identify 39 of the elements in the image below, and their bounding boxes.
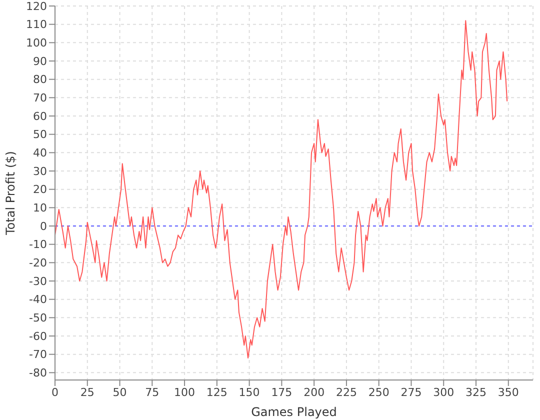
x-tick-label: 325	[466, 386, 487, 399]
y-tick-label: 10	[33, 202, 47, 215]
y-tick-label: 50	[33, 128, 47, 142]
x-tick-label: 350	[498, 386, 519, 399]
x-tick-label: 0	[52, 386, 58, 399]
y-tick-label: -60	[29, 330, 47, 343]
y-tick-label: -40	[29, 293, 47, 306]
y-tick-label: 0	[40, 220, 47, 233]
x-tick-label: 150	[238, 386, 260, 399]
y-tick-label: -10	[29, 238, 47, 252]
y-tick-label: 30	[33, 164, 47, 178]
line-series	[55, 20, 508, 358]
x-tick-label: 175	[271, 386, 292, 399]
y-tick-label: 120	[26, 0, 47, 13]
y-tick-label: 20	[33, 183, 47, 196]
y-tick-label: -80	[29, 366, 47, 380]
x-tick-label: 25	[80, 386, 94, 399]
x-tick-label: 125	[206, 386, 228, 399]
y-tick-label: 80	[33, 73, 47, 86]
y-tick-label: -20	[29, 256, 47, 270]
y-axis-title: Total Profit ($)	[3, 151, 18, 236]
x-tick-label: 100	[174, 386, 196, 399]
x-axis-title: Games Played	[251, 405, 337, 419]
x-tick-label: 225	[336, 386, 357, 399]
y-tick-label: 100	[26, 36, 47, 50]
x-tick-label: 250	[368, 386, 390, 399]
y-tick-label: 110	[26, 18, 47, 32]
x-tick-label: 300	[433, 386, 454, 399]
y-tick-label: 60	[33, 110, 47, 123]
x-tick-label: 50	[112, 386, 127, 399]
y-tick-label: 90	[33, 54, 47, 68]
y-tick-label: 70	[33, 92, 47, 105]
y-tick-label: -50	[29, 312, 47, 325]
x-tick-label: 75	[145, 386, 160, 399]
y-tick-label: -70	[29, 348, 47, 362]
x-tick-label: 200	[304, 386, 325, 399]
x-tick-label: 275	[400, 386, 422, 399]
y-tick-label: 40	[33, 146, 47, 160]
y-tick-label: -30	[29, 274, 47, 288]
